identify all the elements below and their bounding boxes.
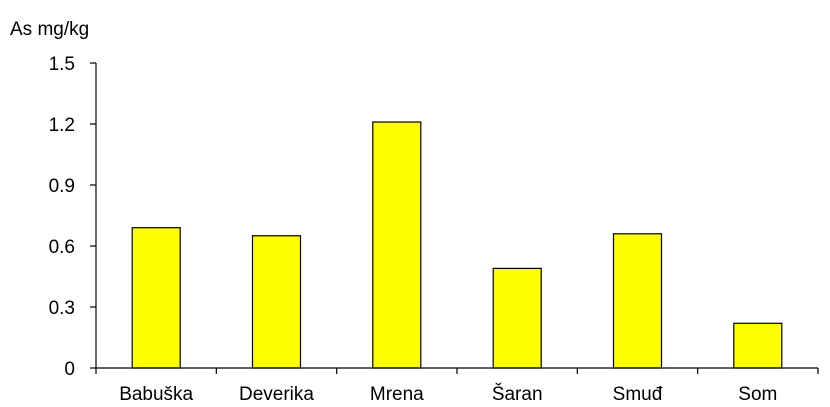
bar-deverika <box>251 235 302 369</box>
bar-som <box>733 322 783 369</box>
x-category-label: Šaran <box>492 383 543 405</box>
axes-group <box>90 62 819 374</box>
bar-šaran <box>492 267 542 369</box>
labels-group: 0 0.3 0.6 0.9 1.2 1.5 Babuška Deverika Mrena Šara… <box>49 54 778 405</box>
x-category-label: Babuška <box>119 384 193 405</box>
y-axis-title: As mg/kg <box>10 19 89 40</box>
x-category-label: Deverika <box>239 384 314 405</box>
y-tick-label: 0.3 <box>49 298 75 319</box>
y-tick-label: 0.9 <box>49 176 75 197</box>
x-category-label: Smuđ <box>613 384 663 405</box>
bar-babuška <box>131 227 181 369</box>
bar-mrena <box>372 121 422 369</box>
y-tick-label: 0.6 <box>49 237 75 258</box>
y-tick-label: 0 <box>64 359 75 380</box>
y-tick-label: 1.2 <box>49 115 75 136</box>
x-category-label: Mrena <box>370 384 424 405</box>
bar-smuđ <box>612 233 663 369</box>
bars-group <box>131 121 783 369</box>
x-category-label: Som <box>738 384 777 405</box>
y-tick-label: 1.5 <box>49 54 75 75</box>
